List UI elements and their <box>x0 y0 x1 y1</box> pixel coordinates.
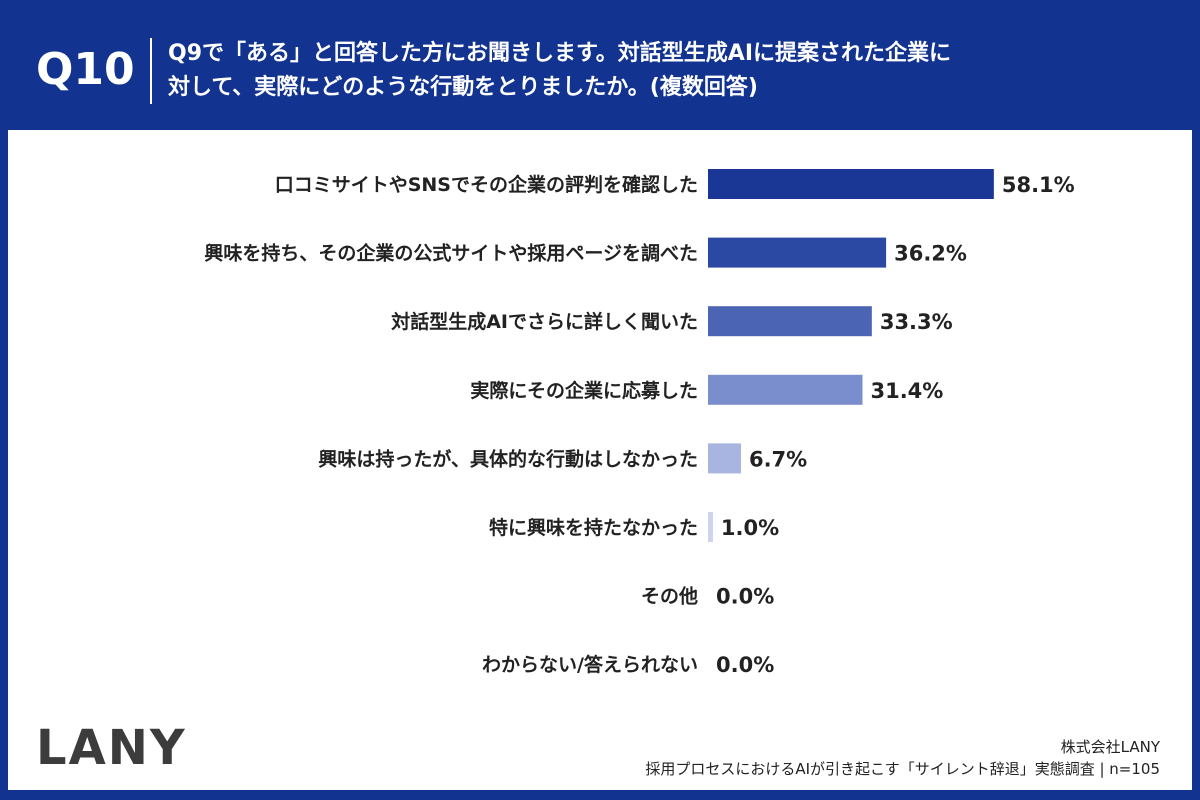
question-text: Q9で「ある」と回答した方にお聞きします。対話型生成AIに提案された企業に 対し… <box>168 37 1168 105</box>
footer-survey: 採用プロセスにおけるAIが引き起こす「サイレント辞退」実態調査 | n=105 <box>645 760 1160 778</box>
bar <box>708 443 741 474</box>
category-label: わからない/答えられない <box>482 653 698 676</box>
question-number: Q10 <box>36 44 135 95</box>
header-divider <box>150 38 152 104</box>
category-label: 実際にその企業に応募した <box>470 379 698 402</box>
footer-company: 株式会社LANY <box>1060 738 1160 756</box>
value-label: 6.7% <box>749 447 807 471</box>
value-label: 0.0% <box>716 585 774 609</box>
category-label: 特に興味を持たなかった <box>489 516 698 539</box>
value-label: 1.0% <box>721 516 779 540</box>
lany-logo: LANY <box>36 720 187 776</box>
value-label: 36.2% <box>894 242 967 266</box>
category-label: 興味を持ち、その企業の公式サイトや採用ページを調べた <box>204 242 698 265</box>
bar <box>708 237 887 268</box>
bar <box>708 512 713 542</box>
question-text-line-1: Q9で「ある」と回答した方にお聞きします。対話型生成AIに提案された企業に <box>168 41 952 66</box>
value-label: 58.1% <box>1002 173 1075 197</box>
value-label: 0.0% <box>716 653 774 677</box>
category-label: 口コミサイトやSNSでその企業の評判を確認した <box>275 173 698 196</box>
value-label: 31.4% <box>870 379 943 403</box>
chart-panel: 口コミサイトやSNSでその企業の評判を確認した 58.1% 興味を持ち、その企業の公… <box>8 130 1192 790</box>
category-label: 興味は持ったが、具体的な行動はしなかった <box>318 447 698 470</box>
bar-chart: 口コミサイトやSNSでその企業の評判を確認した 58.1% 興味を持ち、その企業の公… <box>204 169 1075 677</box>
bar <box>708 374 863 405</box>
category-label: 対話型生成AIでさらに詳しく聞いた <box>390 310 698 333</box>
question-text-line-2: 対して、実際にどのような行動をとりましたか。(複数回答) <box>168 75 758 100</box>
footer-credits: 株式会社LANY 採用プロセスにおけるAIが引き起こす「サイレント辞退」実態調査… <box>645 736 1160 780</box>
bar <box>708 169 994 199</box>
bar <box>708 306 872 337</box>
question-header: Q10 Q9で「ある」と回答した方にお聞きします。対話型生成AIに提案された企業… <box>0 0 1200 130</box>
category-label: その他 <box>641 585 698 608</box>
value-label: 33.3% <box>880 310 953 334</box>
